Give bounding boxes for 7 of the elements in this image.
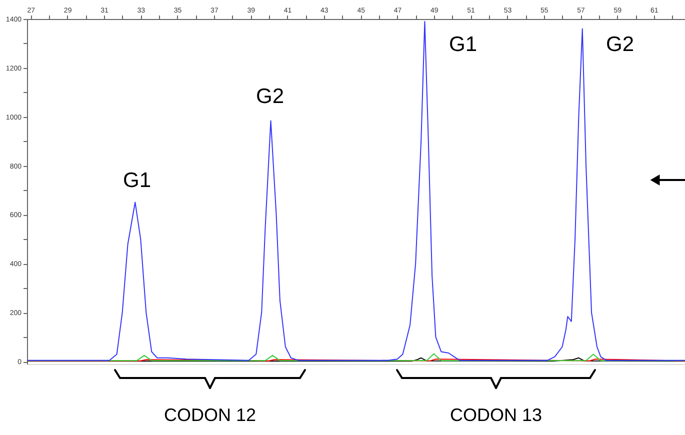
line-series (27, 20, 685, 361)
annotation: G1 (122, 169, 152, 192)
text: CODON 12 (164, 405, 256, 425)
annotation: G1 (448, 33, 478, 56)
annotation: G2 (256, 85, 284, 108)
annotation: G2 (606, 33, 634, 56)
text: CODON 13 (450, 405, 542, 425)
